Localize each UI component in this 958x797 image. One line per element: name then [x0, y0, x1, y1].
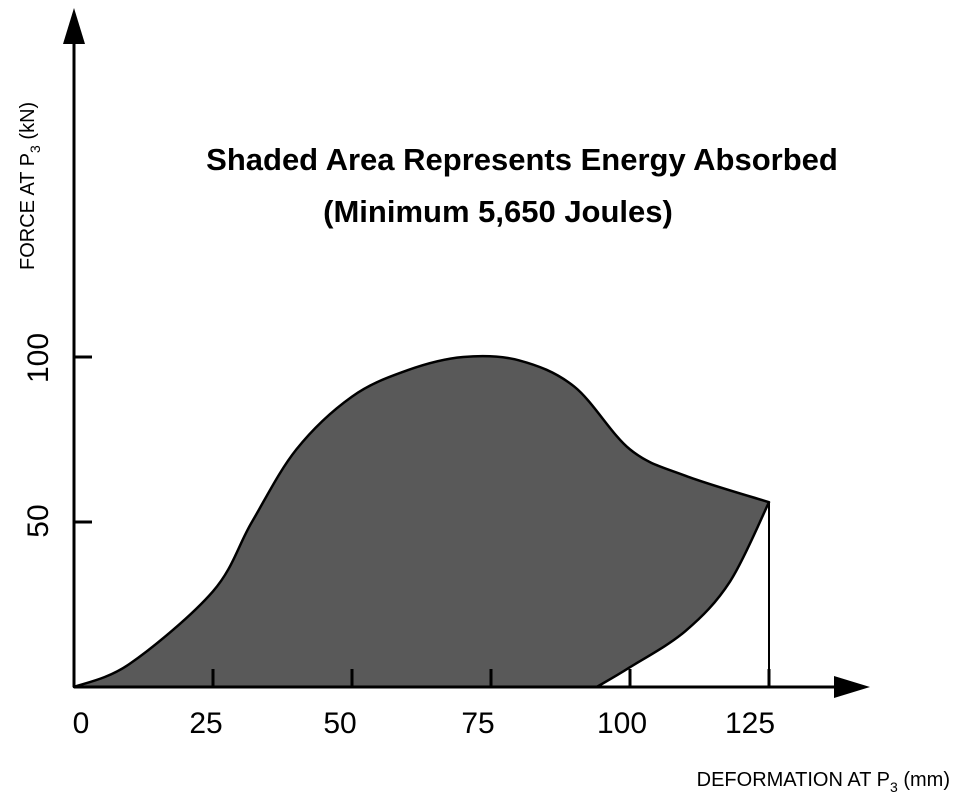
chart-title: Shaded Area Represents Energy Absorbed — [206, 142, 838, 177]
y-tick-label: 100 — [22, 333, 55, 383]
x-axis-arrow — [834, 676, 870, 698]
x-tick-label: 0 — [73, 707, 90, 740]
y-axis-label: FORCE AT P3 (kN) — [17, 102, 43, 270]
energy-absorbed-area — [72, 354, 771, 689]
chart-subtitle: (Minimum 5,650 Joules) — [323, 194, 673, 229]
axes — [63, 8, 870, 698]
x-tick-label: 75 — [461, 707, 494, 740]
x-tick-label: 50 — [323, 707, 356, 740]
x-tick-label: 125 — [725, 707, 775, 740]
x-tick-labels: 0 25 50 75 100 125 — [73, 707, 775, 740]
x-tick-label: 100 — [597, 707, 647, 740]
x-axis-label: DEFORMATION AT P3 (mm) — [697, 769, 950, 795]
y-tick-label: 50 — [22, 504, 55, 537]
y-tick-labels: 50 100 — [22, 333, 55, 538]
x-tick-label: 25 — [189, 707, 222, 740]
y-axis-arrow — [63, 8, 85, 44]
tick-marks — [74, 355, 771, 687]
energy-loop — [72, 354, 771, 689]
